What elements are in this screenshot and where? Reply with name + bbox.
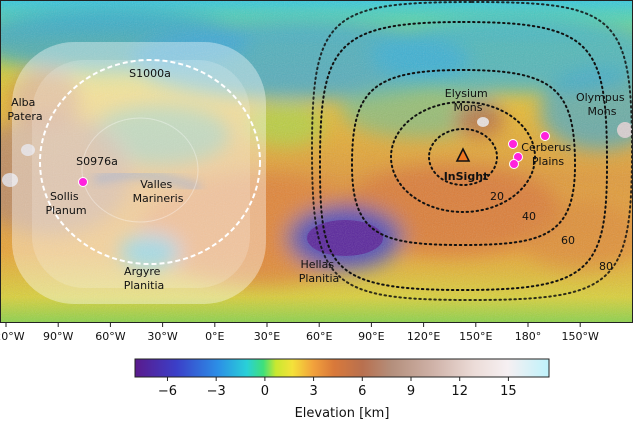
olympus-mons-label: Olympus Mons	[576, 91, 628, 118]
colorbar-tick-label: 6	[358, 384, 366, 399]
contour-20	[390, 101, 536, 213]
distance-label-80: 80	[599, 260, 613, 273]
outer-shaded-region	[12, 42, 266, 304]
insight-label: InSight	[444, 170, 489, 183]
longitude-tick-label: 30°W	[147, 330, 177, 343]
s1000a-label: S1000a	[129, 67, 171, 80]
event-marker-cerberus-4	[509, 159, 519, 169]
distance-label-20: 20	[490, 190, 504, 203]
colorbar-axis: −6 −3 0 3 6 9 12 15	[158, 377, 517, 399]
event-markers	[78, 131, 550, 187]
event-marker-cerberus-2	[540, 131, 550, 141]
colorbar-tick-label: 9	[407, 384, 415, 399]
longitude-tick-label: 120°W	[0, 330, 25, 343]
contour-60	[318, 20, 609, 292]
distance-label-40: 40	[522, 210, 536, 223]
colorbar-tick-label: 3	[309, 384, 317, 399]
colorbar-title: Elevation [km]	[295, 406, 390, 421]
longitude-tick-label: 30°E	[254, 330, 280, 343]
cerberus-plains-label: Cerberus Plains	[521, 141, 574, 168]
argyre-planitia-label: Argyre Planitia	[124, 265, 165, 292]
contour-10	[428, 128, 498, 186]
longitude-tick-label: 60°W	[95, 330, 125, 343]
inner-shaded-region	[32, 60, 250, 288]
elysium-mons-label: Elysium Mons	[445, 87, 492, 114]
alba-patera-label: Alba Patera	[7, 96, 42, 123]
colorbar-tick-label: 0	[261, 384, 269, 399]
s0976a-distance-contour	[81, 117, 199, 223]
longitude-tick-label: 90°E	[358, 330, 384, 343]
s1000a-distance-contour	[39, 59, 261, 265]
event-marker-cerberus-1	[508, 139, 518, 149]
contour-80	[310, 0, 633, 302]
valles-marineris-label: Valles Marineris	[133, 178, 184, 205]
event-marker-s0976a	[78, 177, 88, 187]
distance-label-60: 60	[561, 234, 575, 247]
hellas-planitia-label: Hellas Planitia	[299, 258, 340, 285]
longitude-axis: 120°W 90°W 60°W 30°W 0°E 30°E 60°E 90°E 120°E 150…	[0, 323, 599, 343]
longitude-tick-label: 180°	[515, 330, 542, 343]
longitude-tick-label: 90°W	[43, 330, 73, 343]
sollis-planum-label: Sollis Planum	[45, 190, 86, 217]
contour-40	[350, 68, 577, 247]
distance-contours	[310, 0, 633, 302]
colorbar-tick-label: −3	[207, 384, 226, 399]
colorbar	[134, 358, 550, 378]
topography-map	[0, 0, 633, 323]
colorbar-tick-label: 12	[451, 384, 468, 399]
s0976a-label: S0976a	[76, 155, 118, 168]
longitude-tick-label: 60°E	[306, 330, 332, 343]
colorbar-tick-label: −6	[158, 384, 177, 399]
longitude-tick-label: 150°E	[459, 330, 492, 343]
colorbar-tick-label: 15	[500, 384, 517, 399]
longitude-tick-label: 150°W	[562, 330, 599, 343]
longitude-tick-label: 120°E	[407, 330, 440, 343]
insight-marker	[455, 147, 471, 162]
longitude-tick-label: 0°E	[205, 330, 224, 343]
